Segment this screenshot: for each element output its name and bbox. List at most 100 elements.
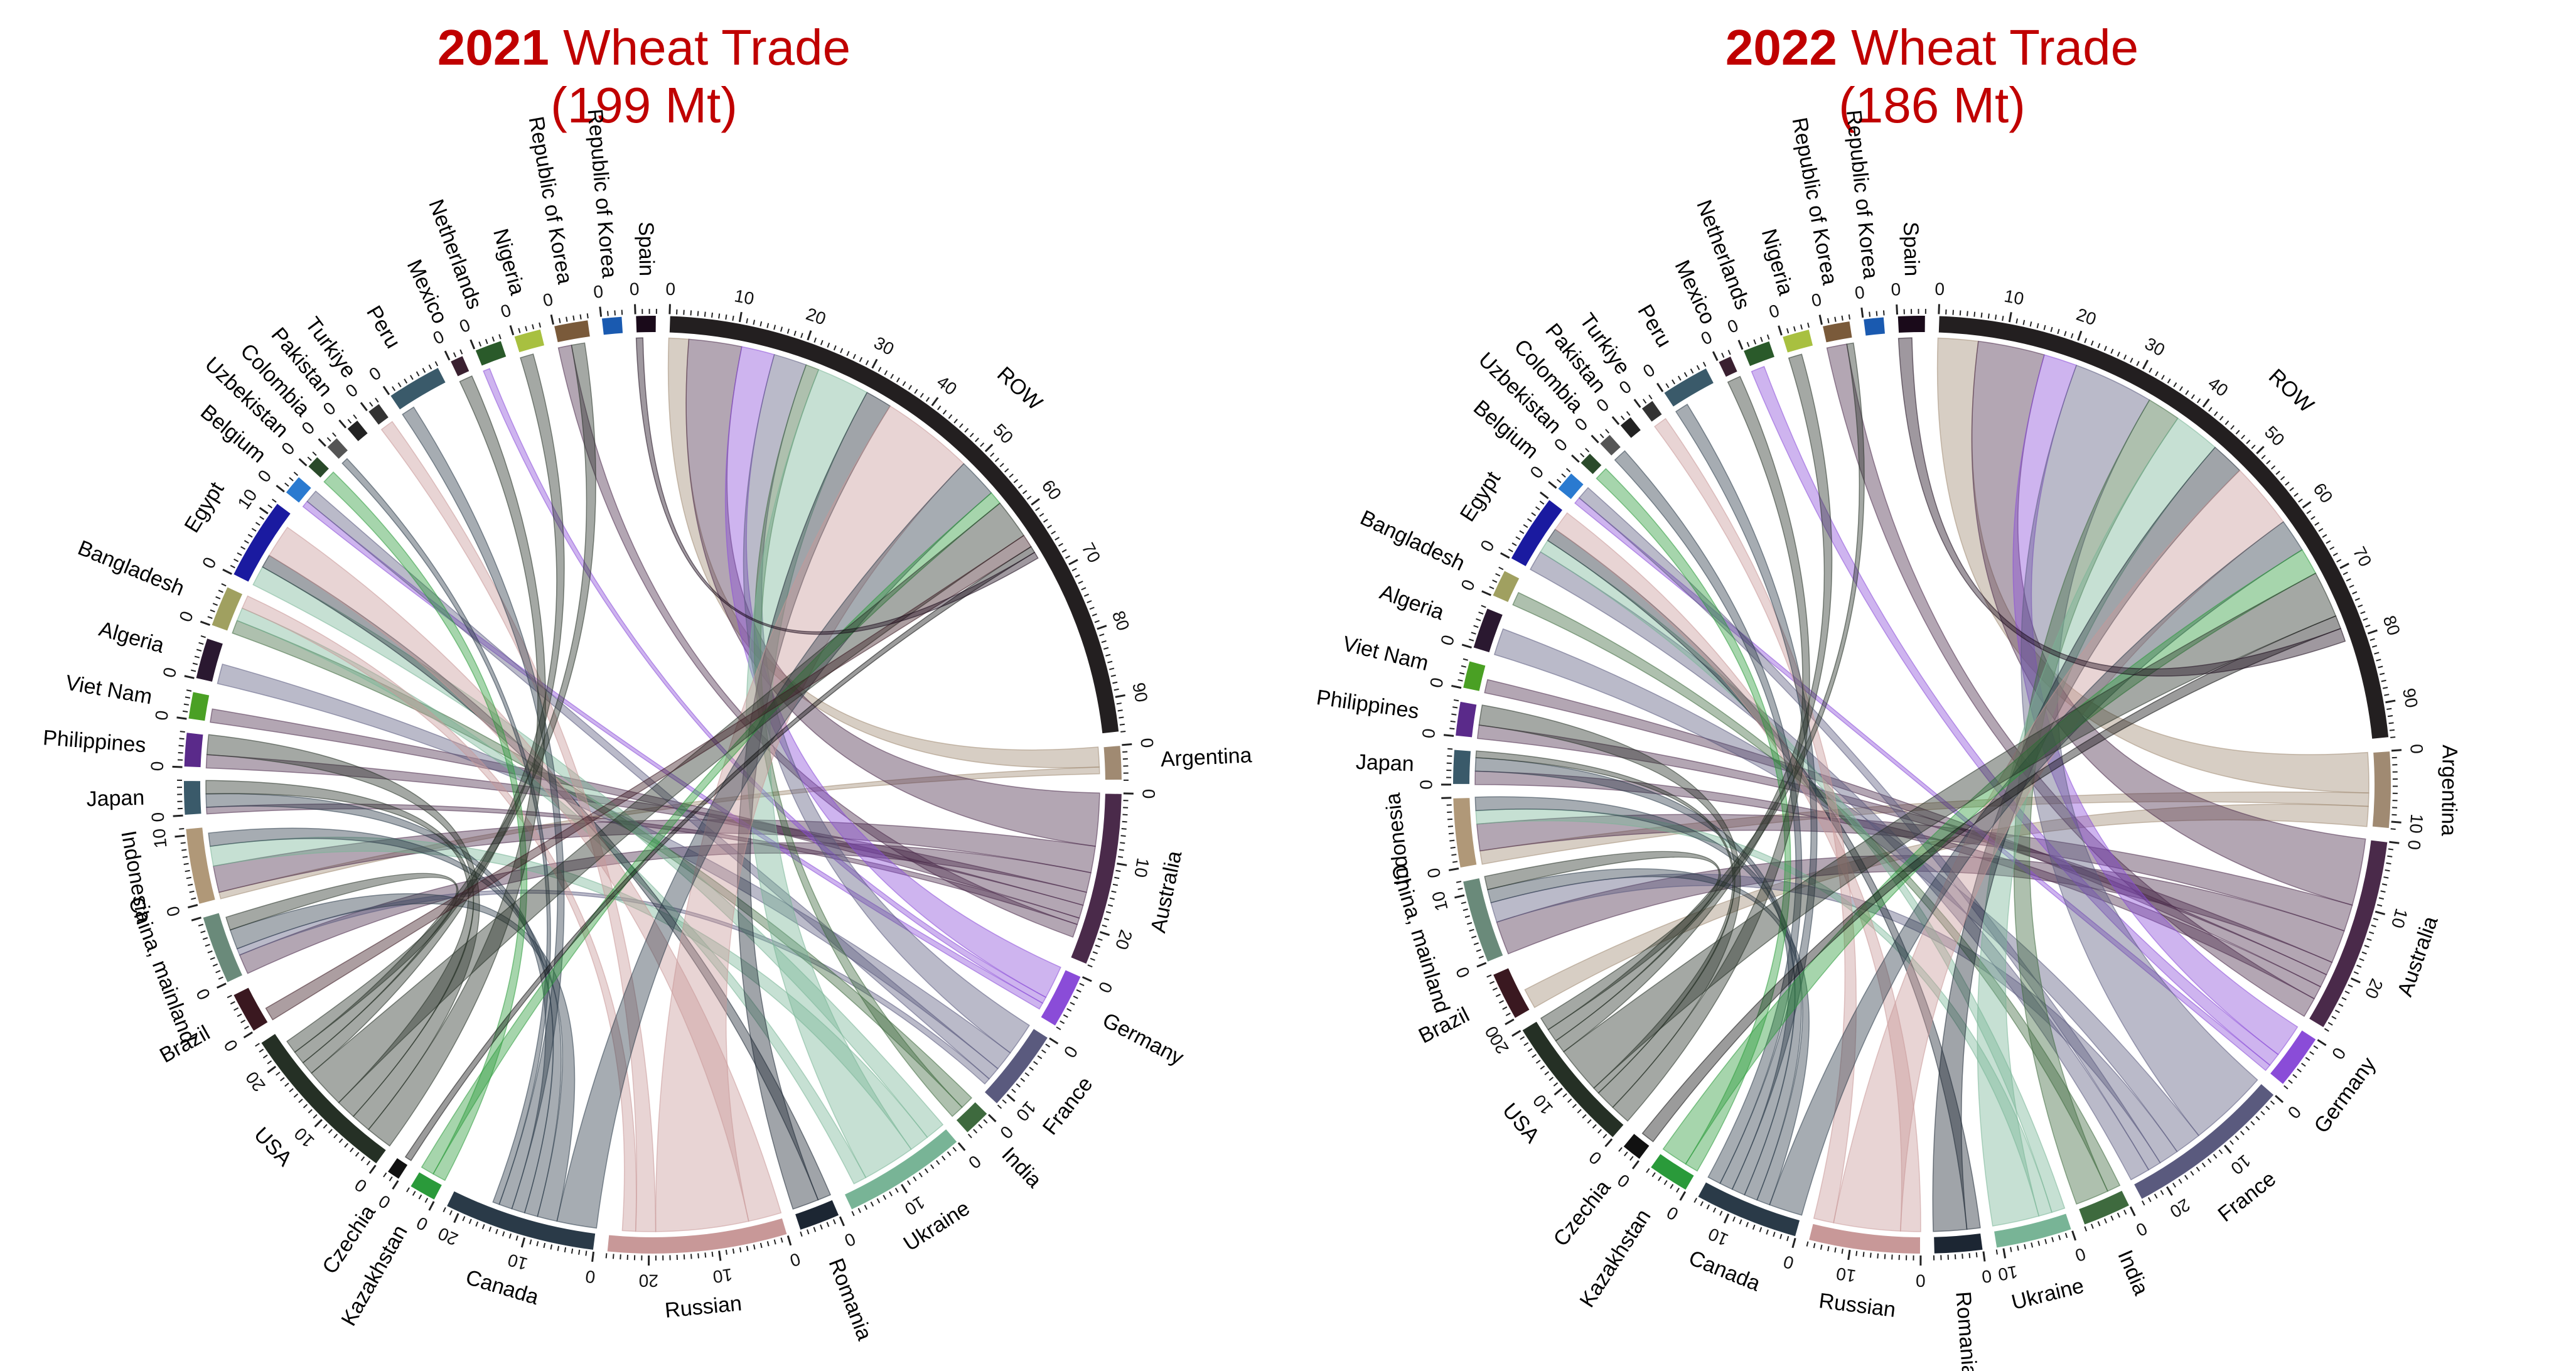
tick-mark [1454, 894, 1465, 899]
arc-turkiye [1640, 399, 1664, 424]
tick-mark [333, 1133, 338, 1139]
tick-mark [1721, 352, 1725, 358]
tick-mark [1498, 1000, 1505, 1004]
node-label-bangladesh: Bangladesh [75, 535, 188, 601]
tick-mark [1793, 326, 1796, 331]
tick-mark [1841, 1249, 1843, 1254]
tick-mark [2349, 584, 2354, 588]
tick-mark [833, 345, 837, 351]
tick-mark [1478, 611, 1484, 615]
tick-mark [1571, 454, 1580, 463]
tick-mark [1592, 1124, 1597, 1129]
tick-mark [308, 1109, 313, 1114]
tick-mark [591, 1251, 595, 1262]
tick-mark [1476, 949, 1481, 952]
tick-mark [314, 1119, 323, 1127]
arc-colombia [325, 436, 350, 461]
tick-mark [389, 1176, 393, 1181]
tick-mark [807, 330, 812, 341]
tick-mark [1461, 643, 1472, 648]
tick-mark [1508, 549, 1513, 552]
tick-mark [2384, 694, 2390, 696]
tick-mark [2367, 629, 2378, 635]
tick-mark [1122, 751, 1128, 753]
arc-argentina [2371, 750, 2392, 830]
tick-mark [240, 1019, 246, 1024]
tick-mark [1101, 640, 1107, 643]
chord-ribbon-australia-to-philippines [1476, 724, 2333, 976]
tick-mark [2207, 1158, 2212, 1163]
tick-mark [182, 710, 188, 713]
chart-title-2022: 2022 Wheat Trade (186 Mt) [1288, 19, 2576, 134]
tick-mark [1105, 911, 1112, 914]
tick-mark [766, 1241, 770, 1247]
tick-mark [2167, 378, 2171, 384]
node-label-japan: Japan [86, 786, 145, 812]
tick-mark [980, 442, 985, 448]
tick-mark [1097, 625, 1107, 630]
tick-mark [1696, 365, 1700, 370]
chord-ribbon-russian-to-turkiye [1654, 417, 1857, 1223]
tick-mark [1099, 931, 1110, 936]
tick-mark [1447, 818, 1453, 820]
tick-mark [1760, 336, 1763, 342]
chord-ribbon-romania-to-egypt [1547, 529, 1981, 1230]
tick-mark [704, 311, 706, 317]
tick-mark [1452, 861, 1458, 863]
tick-mark [247, 534, 253, 538]
tick-label: 20 [2074, 304, 2099, 330]
tick-mark [605, 1253, 608, 1259]
arc-mexico [449, 354, 471, 378]
tick-mark [1827, 318, 1830, 324]
arc-netherlands [474, 339, 508, 368]
tick-mark [2382, 686, 2388, 689]
tick-label: 10 [1835, 1264, 1857, 1286]
tick-mark [2213, 1154, 2218, 1159]
tick-mark [1489, 981, 1495, 984]
arc-republic-of-korea [1821, 320, 1854, 344]
arc-czechia [386, 1156, 409, 1181]
tick-mark [1447, 825, 1454, 827]
chord-ribbon-australia-to-republic-of-korea [1826, 343, 2316, 1017]
tick-mark [1073, 995, 1078, 999]
tick-mark [1006, 1094, 1016, 1102]
tick-mark [2381, 883, 2388, 886]
tick-mark [1448, 867, 1459, 871]
tick-mark [870, 1202, 874, 1207]
tick-mark [368, 1164, 377, 1175]
tick-mark [683, 1254, 685, 1260]
tick-mark [1556, 478, 1562, 483]
tick-mark [2149, 367, 2152, 373]
tick-mark [1037, 1055, 1043, 1060]
tick-mark [827, 342, 830, 348]
node-label-republic-of-korea: Republic of Korea [1788, 116, 1842, 287]
tick-mark [2147, 1197, 2152, 1203]
chord-ribbon-france-to-belgium [306, 490, 999, 1080]
tick-mark [1476, 618, 1481, 621]
tick-mark [725, 1249, 727, 1255]
tick-mark [931, 397, 939, 406]
tick-mark [536, 1241, 539, 1247]
tick-mark [579, 314, 582, 320]
tick-mark [1597, 1129, 1602, 1134]
tick-mark [240, 546, 246, 550]
tick-mark [1099, 633, 1105, 637]
tick-label: 20 [2167, 1195, 2194, 1222]
tick-label: 0 [584, 1266, 596, 1287]
tick-mark [212, 603, 218, 606]
tick-label: 0 [541, 289, 555, 311]
tick-mark [697, 311, 699, 316]
tick-mark [2301, 1062, 2306, 1067]
tick-mark [1562, 1093, 1567, 1098]
chord-ribbon-germany-to-row [2012, 354, 2299, 1055]
tick-mark [2178, 1178, 2182, 1184]
tick-label: 40 [933, 372, 960, 399]
node-label-bangladesh: Bangladesh [1356, 506, 1469, 576]
arc-romania [1933, 1232, 1984, 1255]
chord-ribbon-kazakhstan-to-row [1662, 549, 2317, 1165]
tick-mark [1520, 1036, 1525, 1040]
tick-label: 0 [665, 279, 676, 299]
tick-mark [1855, 1250, 1858, 1256]
node-label-romania: Romania [824, 1255, 877, 1343]
chord-ribbon-canada-to-colombia [341, 458, 551, 1205]
